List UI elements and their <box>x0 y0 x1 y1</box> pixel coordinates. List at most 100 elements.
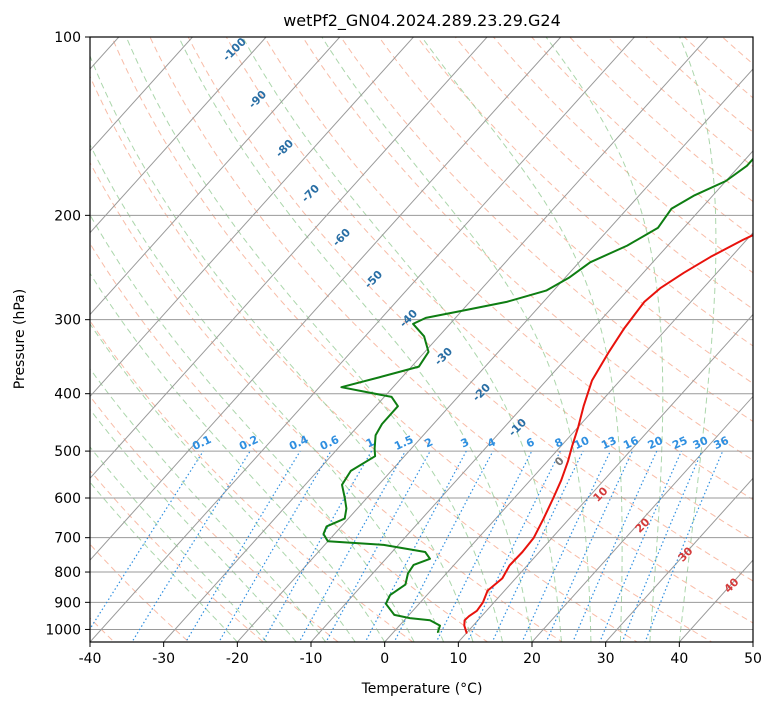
isotherm-line <box>90 37 341 316</box>
data-series <box>322 157 753 634</box>
dry-adiabat-label: -100 <box>220 35 249 64</box>
mixing-ratio-label: 4 <box>485 435 498 450</box>
moist-adiabat-line <box>678 37 717 642</box>
mixing-ratio-label: 36 <box>712 434 732 452</box>
dry-adiabat-line <box>90 320 414 642</box>
dry-adiabat-line <box>569 37 753 203</box>
y-tick-label: 1000 <box>45 622 81 638</box>
isotherm-line <box>90 37 194 152</box>
mixing-ratio-label: 0.6 <box>318 433 341 453</box>
dry-adiabat-line <box>90 75 638 642</box>
dry-adiabat-line <box>530 37 753 238</box>
mixing-ratio-line <box>466 450 561 642</box>
dry-adiabat-line <box>645 37 753 133</box>
moist-adiabat-line <box>321 37 592 642</box>
dry-adiabat-line <box>90 543 190 642</box>
dry-adiabat-line <box>90 469 265 642</box>
chart-title: wetPf2_GN04.2024.289.23.29.G24 <box>283 11 561 31</box>
x-tick-label: 10 <box>449 651 467 667</box>
dry-adiabat-line <box>454 37 753 310</box>
mixing-ratio-line <box>298 450 406 642</box>
mixing-ratio-label: 0.1 <box>190 433 213 453</box>
isotherm-line <box>236 68 753 642</box>
isotherm-line <box>90 37 267 234</box>
mixing-ratio-label: 16 <box>621 434 641 452</box>
dry-adiabat-label: -70 <box>299 182 322 205</box>
moist-adiabat-line <box>90 272 386 642</box>
x-tick-label: 50 <box>744 651 762 667</box>
y-tick-label: 600 <box>54 491 81 507</box>
mixing-ratio-label: 0.4 <box>287 433 310 453</box>
mixing-ratio-line <box>521 450 611 642</box>
y-tick-label: 800 <box>54 565 81 581</box>
moist-adiabat-line <box>178 37 533 642</box>
x-tick-label: -10 <box>300 651 323 667</box>
mixing-ratio-line <box>364 450 467 642</box>
y-tick-label: 300 <box>54 313 81 329</box>
mixing-ratio-line <box>218 450 332 642</box>
dry-adiabat-line <box>149 37 753 624</box>
dry-adiabat-label: 20 <box>633 515 653 535</box>
mixing-ratio-line <box>491 450 584 642</box>
axis-ticks: -40 -30 -20 -10 0 10 20 30 40 5010020030040050060… <box>45 30 762 667</box>
mixing-ratio-line <box>644 450 724 642</box>
moist-adiabat-line <box>90 481 238 642</box>
isotherm-line <box>90 37 636 642</box>
y-tick-label: 100 <box>54 30 81 46</box>
y-axis-label: Pressure (hPa) <box>12 289 28 389</box>
dry-adiabat-line <box>746 24 775 654</box>
mixing-ratio-label: 13 <box>599 434 618 452</box>
moist-adiabat-line <box>90 446 268 642</box>
dry-adiabat-label: -30 <box>432 345 455 368</box>
x-tick-label: 30 <box>597 651 615 667</box>
dry-adiabat-line <box>378 37 753 384</box>
isotherm-line <box>163 37 709 642</box>
moist-adiabat-line <box>90 408 297 642</box>
mixing-ratio-label: 6 <box>524 435 537 450</box>
y-tick-label: 400 <box>54 387 81 403</box>
isotherm-line <box>90 37 562 561</box>
mixing-ratio-line <box>572 450 658 642</box>
mixing-ratio-line <box>262 450 373 642</box>
temperature-profile-line <box>463 234 753 634</box>
dry-adiabat-line <box>340 37 753 423</box>
dry-adiabat-line <box>90 161 564 642</box>
moist-adiabat-line <box>90 213 415 642</box>
dry-adiabat-label: -60 <box>330 226 353 249</box>
y-tick-label: 200 <box>54 208 81 224</box>
moist-adiabat-line <box>421 37 623 642</box>
x-axis-label: Temperature (°C) <box>361 681 483 697</box>
isotherm-line <box>752 641 753 642</box>
isotherm-line <box>531 395 753 642</box>
dry-adiabat-line <box>416 37 753 347</box>
dry-adiabat-line <box>90 395 339 642</box>
mixing-ratio-line <box>325 450 431 642</box>
mixing-ratio-line <box>599 450 682 642</box>
moist-adiabat-line <box>90 143 445 642</box>
moist-adiabat-line <box>90 323 356 642</box>
x-tick-label: 40 <box>670 651 688 667</box>
isotherm-line <box>0 24 57 654</box>
mixing-ratio-label: 20 <box>646 434 666 452</box>
mixing-ratio-label: 3 <box>459 435 471 450</box>
isotherm-line <box>384 232 753 642</box>
moist-adiabat-line <box>125 37 503 642</box>
mixing-ratio-label: 25 <box>670 434 689 452</box>
isotherm-line <box>310 150 753 642</box>
dry-adiabat-label: -80 <box>273 137 296 160</box>
dry-adiabat-line <box>302 37 753 461</box>
mixing-ratio-line <box>90 450 204 631</box>
mixing-ratio-line <box>131 450 251 642</box>
grid-lines: 0.1 0.2 0.4 0.6 1 1.5 2 3 4 6 8 10 13 16 20 25 30 36-100-… <box>0 24 775 654</box>
y-tick-label: 700 <box>54 531 81 547</box>
mixing-ratio-line <box>621 450 703 642</box>
plot-frame <box>89 36 754 643</box>
dewpoint-profile-line <box>322 157 753 633</box>
moist-adiabat-line <box>90 54 474 642</box>
x-tick-label: -30 <box>152 651 175 667</box>
moist-adiabat-line <box>545 37 664 642</box>
mixing-ratio-label: 1.5 <box>392 433 415 453</box>
mixing-ratio-line <box>545 450 634 642</box>
dry-adiabat-line <box>225 37 753 541</box>
